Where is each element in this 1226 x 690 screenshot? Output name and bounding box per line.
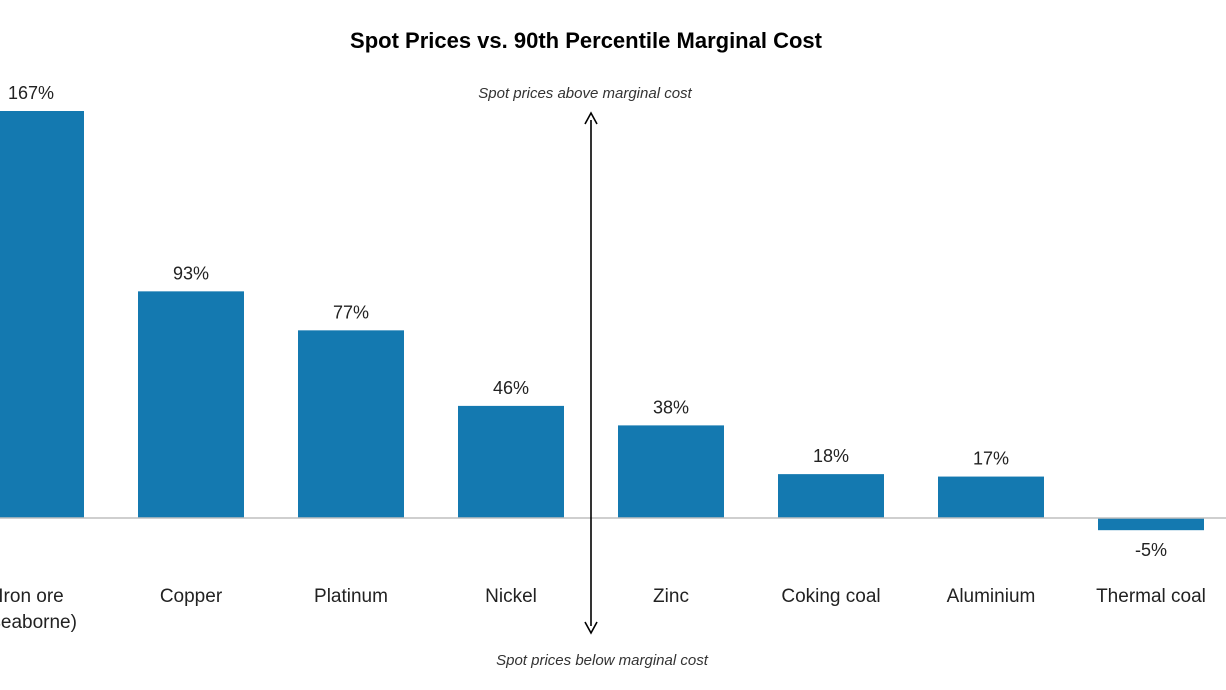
data-label-4: 38% [653,397,689,417]
category-label-3: Nickel [485,586,537,607]
category-label-6: Aluminium [947,586,1036,607]
category-label-0-line-1: (seaborne) [0,612,77,633]
bar-1 [138,291,244,518]
category-labels: Iron ore (seaborne) Copper Platinum Nickel Zi… [0,586,1206,633]
data-labels: 167% 93% 77% 46% 38% 18% 17% -5% [8,83,1167,560]
bar-2 [298,330,404,518]
data-label-1: 93% [173,263,209,283]
data-label-5: 18% [813,446,849,466]
data-label-0: 167% [8,83,54,103]
bars [0,111,1204,531]
category-label-2: Platinum [314,586,388,607]
category-label-7: Thermal coal [1096,586,1206,607]
data-label-2: 77% [333,302,369,322]
bar-7 [1098,518,1204,531]
data-label-3: 46% [493,378,529,398]
bar-5 [778,474,884,518]
annotation-below: Spot prices below marginal cost [496,652,709,669]
category-label-5: Coking coal [781,586,880,607]
bar-0 [0,111,84,518]
bar-6 [938,476,1044,518]
bar-3 [458,405,564,518]
chart-title: Spot Prices vs. 90th Percentile Marginal… [350,28,823,53]
arrow-down-icon [584,621,598,635]
data-label-7: -5% [1135,540,1167,560]
marginal-cost-arrow [584,111,598,635]
arrow-up-icon [584,111,598,125]
category-label-1: Copper [160,586,223,607]
data-label-6: 17% [973,449,1009,469]
annotation-above: Spot prices above marginal cost [478,85,692,102]
category-label-0-line-0: Iron ore [0,586,64,607]
category-label-4: Zinc [653,586,689,607]
bar-4 [618,425,724,518]
